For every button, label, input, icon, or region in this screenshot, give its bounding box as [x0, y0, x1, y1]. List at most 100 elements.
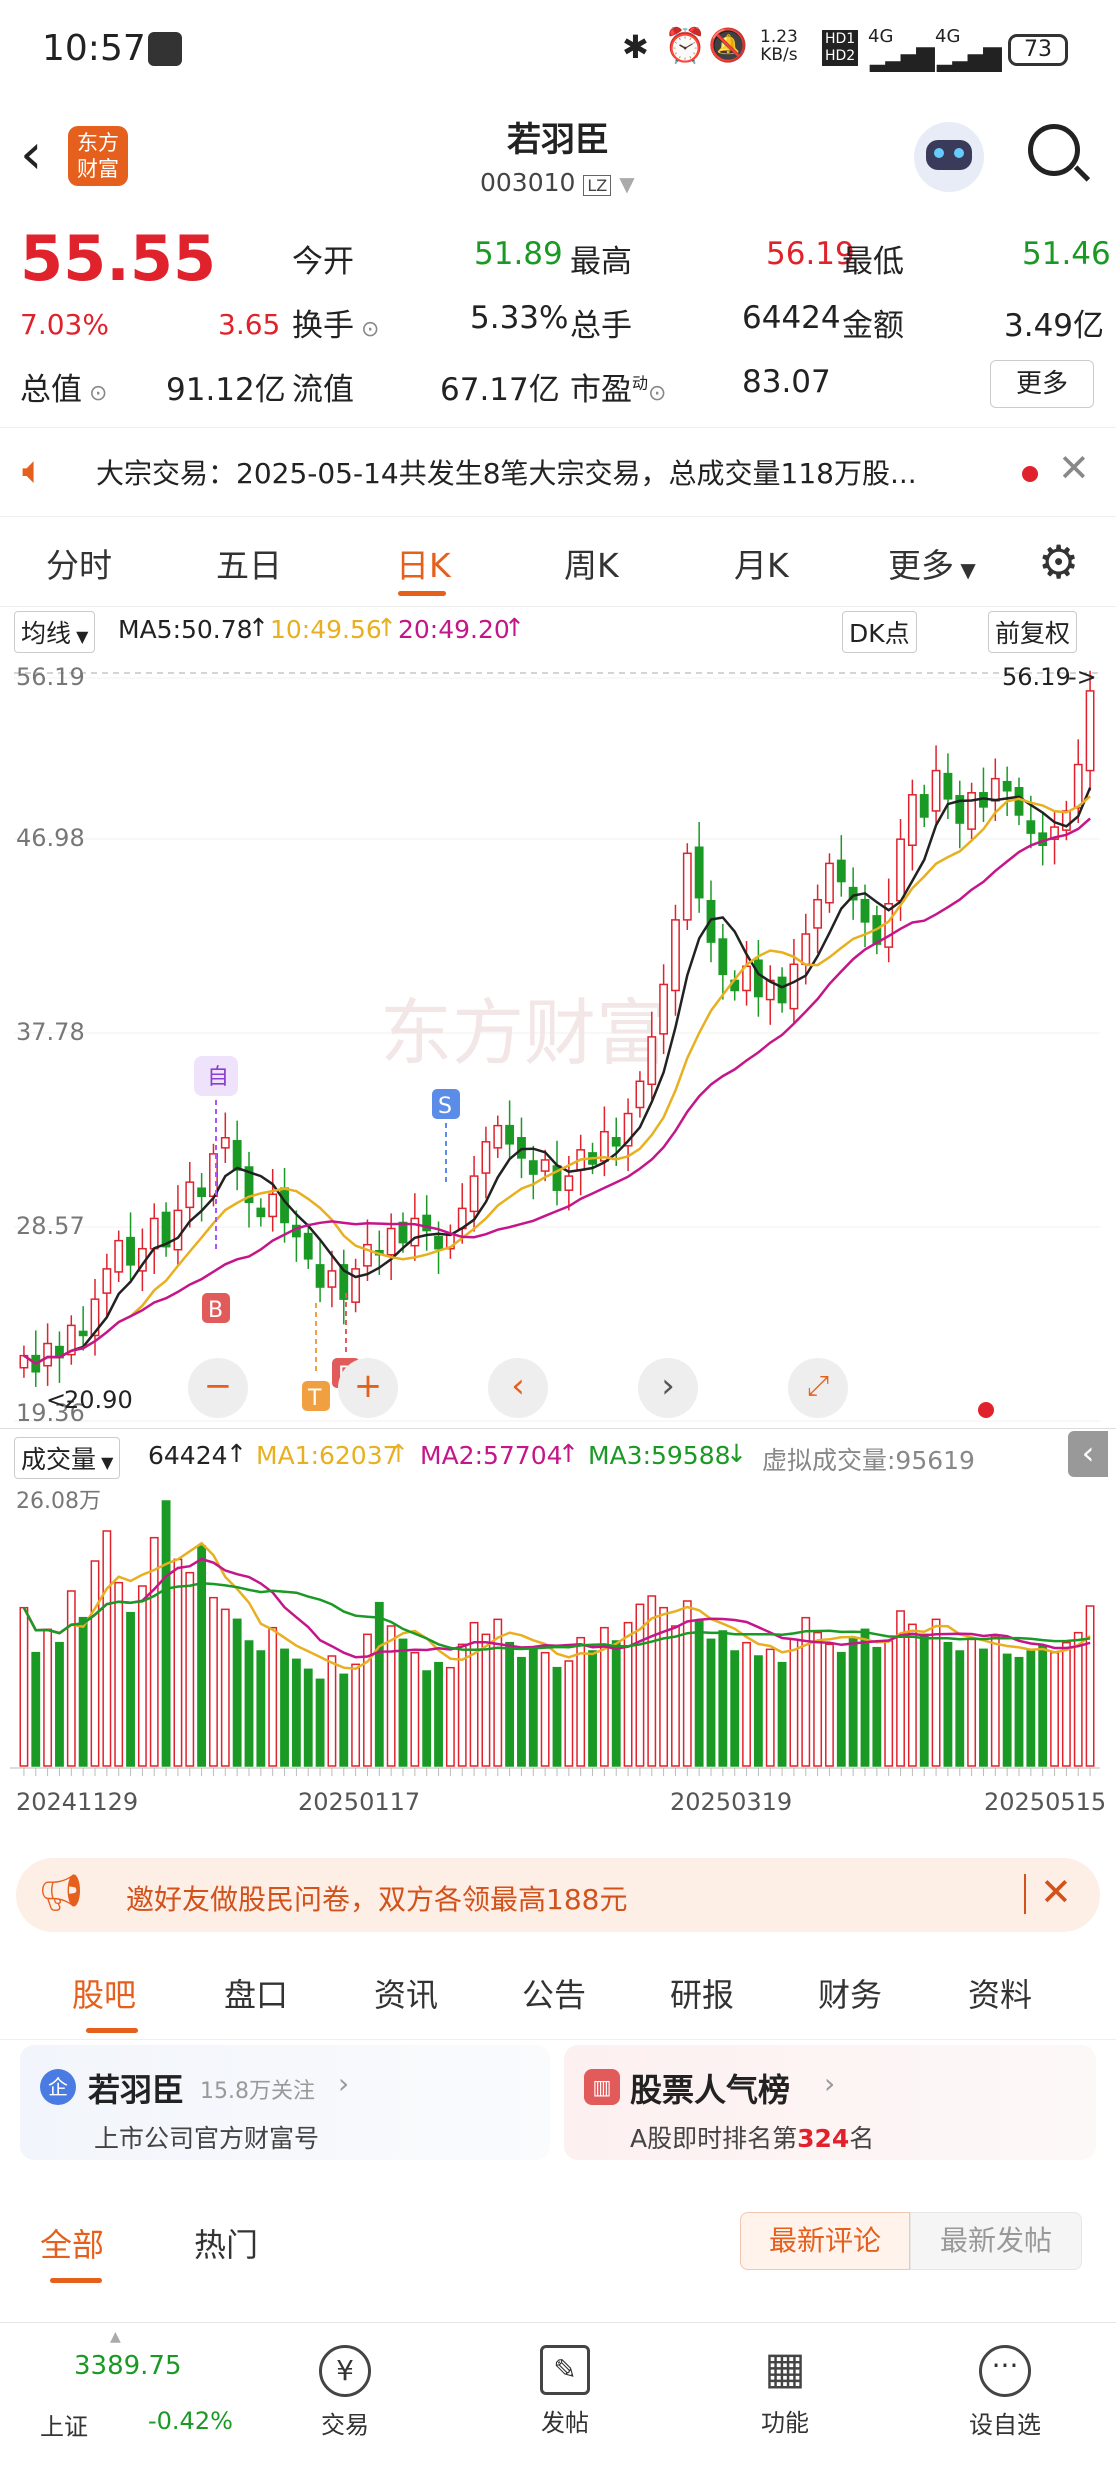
tab-profile[interactable]: 资料 — [968, 1976, 1033, 2014]
tab-pankou[interactable]: 盘口 — [224, 1976, 289, 2014]
candle-body — [410, 1217, 420, 1247]
volume-bar — [943, 1641, 953, 1767]
search-icon[interactable] — [1028, 124, 1091, 182]
volume-bar — [220, 1608, 230, 1767]
candle-body — [173, 1209, 183, 1251]
volume-bar — [102, 1530, 112, 1767]
tab-more[interactable]: 更多 ▼ — [888, 539, 976, 587]
index-widget[interactable]: ▲ 3389.75 上证 -0.42% — [0, 2323, 240, 2480]
indicator-select[interactable]: 均线 ▼ — [14, 611, 96, 653]
tab-intraday[interactable]: 分时 — [46, 546, 112, 585]
tab-news[interactable]: 资讯 — [374, 1976, 439, 2014]
popularity-rank-card[interactable]: ▥ 股票人气榜 › A股即时排名第324名 — [564, 2045, 1096, 2160]
sort-latest-comment-button[interactable]: 最新评论 — [740, 2212, 910, 2270]
tab-more-label: 更多 — [888, 546, 954, 585]
collapse-panel-icon[interactable]: ‹ — [1068, 1431, 1108, 1477]
feed-tab-all[interactable]: 全部 — [40, 2226, 105, 2264]
tab-finance[interactable]: 财务 — [818, 1976, 883, 2014]
turnover-value: 5.33% — [470, 300, 569, 336]
feed-tab-hot[interactable]: 热门 — [194, 2226, 259, 2264]
zoom-out-button[interactable]: − — [188, 1358, 248, 1418]
block-trade-notice[interactable]: 🔈︎ 大宗交易：2025-05-14共发生8笔大宗交易，总成交量118万股...… — [0, 427, 1116, 517]
content-tabs: 股吧 盘口 资讯 公告 研报 财务 资料 — [0, 1950, 1116, 2040]
dk-point-button[interactable]: DK点 — [842, 611, 917, 653]
net-speed-unit: KB/s — [760, 45, 798, 65]
status-bar: 10:57 ✱ ⏰ 🔕 1.23 KB/s HD1 HD2 4G ▂▃▅▇ 4G ▂… — [0, 0, 1116, 100]
tab-announcement[interactable]: 公告 — [522, 1976, 587, 2014]
high-value: 56.19 — [766, 236, 855, 272]
close-icon[interactable]: ✕ — [1040, 1870, 1072, 1914]
arrow-up-icon: ↑ — [376, 613, 397, 642]
volume-bar — [315, 1678, 325, 1767]
volume-bar — [528, 1646, 538, 1767]
chevron-down-icon: ▼ — [71, 627, 89, 646]
volume-bar — [753, 1655, 763, 1767]
candle-body — [777, 976, 787, 1004]
rank-desc-pre: A股即时排名第 — [630, 2124, 798, 2153]
x-tick-label: 20250319 — [670, 1788, 792, 1816]
close-icon[interactable]: ✕ — [1058, 446, 1090, 490]
card-account-desc: 上市公司官方财富号 — [94, 2124, 320, 2153]
volume-bar — [517, 1656, 526, 1767]
candle-body — [185, 1181, 195, 1209]
pe-sup: 动 — [632, 373, 649, 393]
nav-function[interactable]: ▦ 功能 — [710, 2323, 860, 2438]
robot-avatar-icon[interactable] — [914, 122, 984, 192]
chart-watermark: 东方财富 — [380, 994, 668, 1074]
volume-bar — [351, 1663, 361, 1767]
info-icon: ⊙ — [648, 381, 667, 406]
fullscreen-icon[interactable]: ⤢ — [788, 1358, 848, 1418]
volume-bar — [268, 1626, 278, 1767]
kline-chart[interactable]: 东方财富 56.19 46.98 37.78 28.57 19.36 56.19… — [0, 653, 1116, 1428]
bluetooth-icon: ✱ — [622, 28, 649, 66]
tab-guba[interactable]: 股吧 — [72, 1976, 137, 2014]
back-icon[interactable]: ‹ — [20, 122, 43, 187]
arrow-down-icon: ↓ — [726, 1439, 747, 1468]
candle-body — [493, 1124, 503, 1149]
scroll-right-button[interactable]: › — [638, 1358, 698, 1418]
chevron-down-icon: ▼ — [96, 1453, 114, 1472]
stock-code[interactable]: 003010 LZ ▼ — [480, 168, 635, 197]
volume-bar — [505, 1641, 515, 1767]
volume-bar — [173, 1558, 183, 1767]
zoom-in-button[interactable]: + — [338, 1358, 398, 1418]
card-account-name: 若羽臣 — [88, 2071, 185, 2109]
candle-body — [682, 852, 692, 921]
settings-gear-icon[interactable]: ⚙ — [1038, 535, 1080, 589]
mcap-label[interactable]: 总值 ⊙ — [20, 364, 107, 409]
tab-monthly-k[interactable]: 月K — [734, 546, 789, 585]
candle-body — [955, 795, 965, 824]
turnover-label[interactable]: 换手 ⊙ — [292, 300, 379, 345]
sort-latest-post-button[interactable]: 最新发帖 — [910, 2212, 1082, 2270]
pe-label[interactable]: 市盈动⊙ — [570, 364, 666, 409]
nav-function-label: 功能 — [761, 2409, 809, 2437]
float-value: 67.17亿 — [440, 372, 560, 408]
nav-add-watchlist[interactable]: ··· 设自选 — [930, 2323, 1080, 2440]
tab-research[interactable]: 研报 — [670, 1976, 735, 2014]
promo-banner[interactable]: 📢︎ 邀好友做股民问卷，双方各领最高188元 ✕ — [16, 1858, 1100, 1932]
volume-bar — [1026, 1650, 1036, 1767]
alarm-icon: ⏰ — [664, 26, 707, 66]
unread-dot — [1022, 466, 1038, 482]
volume-bar — [445, 1666, 455, 1767]
amount-value: 3.49亿 — [1004, 308, 1105, 344]
official-account-card[interactable]: 企 若羽臣 15.8万关注 › 上市公司官方财富号 — [20, 2045, 550, 2160]
quote-panel: 55.55 7.03% 3.65 今开 51.89 最高 56.19 最低 51… — [0, 212, 1116, 427]
volume-bar — [588, 1650, 597, 1767]
nav-trade[interactable]: ¥ 交易 — [270, 2323, 420, 2440]
volume-value: 64424 — [742, 300, 841, 336]
adjust-select[interactable]: 前复权 — [988, 611, 1078, 653]
tab-weekly-k[interactable]: 周K — [564, 546, 619, 585]
volume-bar — [979, 1648, 988, 1767]
tab-daily-k[interactable]: 日K — [396, 546, 451, 585]
tab-five-day[interactable]: 五日 — [216, 546, 282, 585]
more-button[interactable]: 更多 — [990, 360, 1094, 408]
scroll-left-button[interactable]: ‹ — [488, 1358, 548, 1418]
candle-body — [244, 1166, 254, 1204]
nav-post[interactable]: ✎ 发帖 — [490, 2323, 640, 2438]
volume-indicator-select[interactable]: 成交量 ▼ — [14, 1437, 121, 1479]
candle-body — [220, 1137, 230, 1149]
volume-bar — [19, 1606, 29, 1767]
volume-bar — [291, 1658, 301, 1767]
candle-body — [481, 1141, 491, 1174]
